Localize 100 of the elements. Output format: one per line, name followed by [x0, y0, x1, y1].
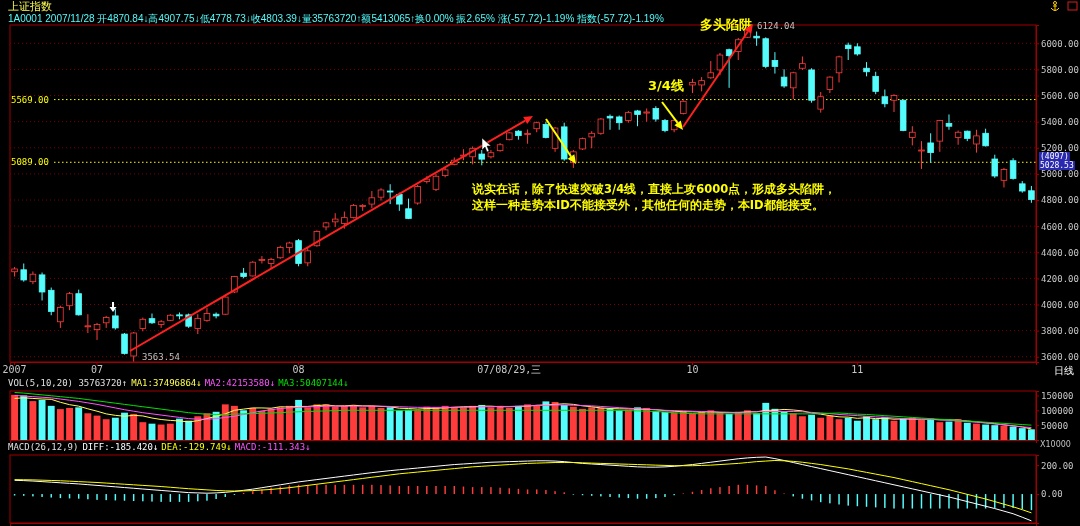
text: 5028.53: [1040, 161, 1074, 170]
x-tick-label: 10: [686, 364, 699, 376]
bar: [780, 411, 788, 440]
bar: [753, 413, 761, 440]
candlestick: [295, 238, 302, 267]
bar: [679, 410, 687, 440]
bar: [331, 406, 339, 440]
bar: [221, 404, 229, 440]
y-tick-label: 4600.00: [1041, 221, 1079, 232]
candlestick: [890, 93, 898, 113]
bar: [469, 405, 477, 440]
y-tick-label: 5400.00: [1041, 117, 1079, 128]
bar: [157, 424, 165, 440]
candlestick: [835, 55, 843, 83]
candlestick: [414, 184, 421, 206]
bar: [102, 419, 110, 440]
candlestick: [954, 130, 962, 146]
candlestick: [991, 154, 999, 179]
bar: [963, 422, 971, 440]
bar: [579, 408, 586, 440]
candlestick: [258, 255, 266, 265]
text: (4097): [1040, 152, 1069, 161]
chart-subtitle: 1A0001 2007/11/28 开4870.84↓高4907.75↓低4778.73↓收4803.39↓量35763720↑额5413065↑换0.00% 振2.65% 涨(-57.72)-1.19% 指数(-57.72)-1.19%: [8, 13, 664, 24]
bar: [652, 410, 660, 440]
bar: [460, 407, 467, 440]
candlestick: [112, 308, 119, 331]
candlestick: [194, 313, 202, 335]
y-tick-label: 6000.00: [1041, 38, 1079, 49]
candlestick: [780, 68, 788, 89]
candlestick: [927, 132, 934, 164]
bar: [29, 401, 37, 440]
bar: [1027, 429, 1035, 440]
bar: [450, 406, 458, 440]
x-tick-label: 07/08/29,三: [477, 364, 542, 376]
candlestick: [121, 332, 128, 356]
line-series: [14, 460, 1032, 514]
candlestick: [936, 119, 944, 153]
y-tick-label: 4200.00: [1041, 273, 1079, 284]
annotation: 说实在话，除了快速突破3/4线，直接上攻6000点，形成多头陷阱，: [471, 182, 837, 196]
candlestick: [93, 322, 101, 341]
candlestick: [304, 246, 311, 267]
candlestick: [716, 52, 724, 76]
text: DEA:-129.749↓: [161, 442, 232, 452]
y-tick-label: 150000: [1041, 390, 1074, 401]
bar: [414, 410, 422, 440]
bar: [258, 410, 266, 440]
y-tick-label: 5000.00: [1041, 169, 1079, 180]
bar: [524, 404, 532, 440]
bar: [670, 412, 678, 440]
candlestick: [973, 129, 980, 154]
bar: [908, 417, 916, 440]
bar: [66, 407, 73, 440]
bar: [423, 406, 431, 440]
candlestick: [790, 71, 797, 100]
candlestick: [75, 289, 82, 317]
bar: [689, 413, 696, 440]
candlestick: [945, 113, 953, 131]
bar: [927, 418, 935, 440]
bar: [514, 405, 522, 440]
candlestick: [606, 113, 614, 131]
candlestick: [38, 272, 46, 301]
bar: [1009, 426, 1017, 440]
bar: [533, 404, 541, 440]
bar: [405, 409, 412, 440]
candlestick: [386, 183, 394, 205]
x-tick-label: 07: [91, 364, 104, 376]
y-tick-label: 50000: [1041, 420, 1069, 431]
bar: [368, 405, 376, 440]
candlestick: [1000, 167, 1008, 188]
ref-line-label: 5569.00: [11, 94, 49, 105]
bar: [817, 417, 825, 440]
bar: [121, 412, 128, 440]
bar: [276, 407, 284, 440]
bar: [478, 404, 486, 440]
bar: [359, 407, 367, 440]
bar: [597, 407, 605, 440]
bar: [166, 423, 174, 440]
bar: [588, 407, 596, 440]
candlestick: [725, 48, 733, 89]
bar: [313, 404, 321, 440]
bar: [872, 419, 880, 440]
y-tick-label: 100000: [1041, 405, 1074, 416]
candlestick: [817, 91, 824, 114]
chart-title: VOL(5,10,20) 35763720↑: [8, 378, 128, 388]
bar: [542, 401, 550, 440]
bar: [826, 415, 834, 440]
bar: [991, 425, 999, 440]
bar: [340, 405, 348, 440]
bar: [973, 423, 980, 440]
text: DIFF:-185.420↓: [82, 442, 159, 452]
y-tick-label: 4000.00: [1041, 299, 1079, 310]
bar: [569, 406, 577, 440]
bar: [560, 404, 568, 440]
bar: [615, 410, 623, 440]
y-tick-label: 200.00: [1041, 460, 1074, 471]
candlestick: [771, 51, 779, 75]
y-tick-label: 4800.00: [1041, 195, 1079, 206]
candlestick: [222, 295, 229, 316]
y-tick-label: 5800.00: [1041, 64, 1079, 75]
line-series: [14, 456, 1032, 522]
